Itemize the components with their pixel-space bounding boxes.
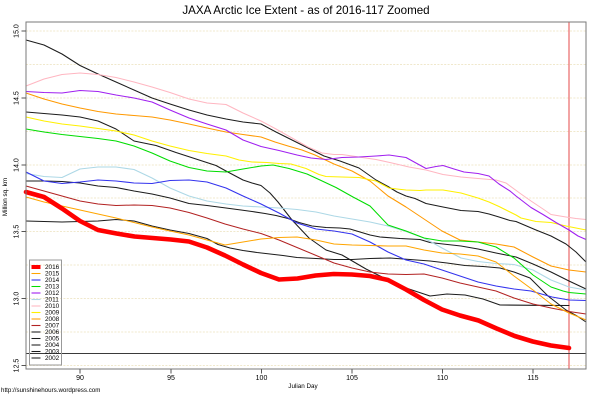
svg-text:105: 105 xyxy=(346,375,358,382)
svg-text:2012: 2012 xyxy=(45,290,60,297)
svg-text:2016: 2016 xyxy=(45,264,60,271)
svg-text:2006: 2006 xyxy=(45,329,60,336)
svg-text:2014: 2014 xyxy=(45,277,60,284)
svg-text:2002: 2002 xyxy=(45,355,60,362)
svg-text:2004: 2004 xyxy=(45,342,60,349)
svg-text:110: 110 xyxy=(437,375,448,382)
svg-text:13.0: 13.0 xyxy=(14,292,21,306)
svg-text:2011: 2011 xyxy=(45,297,59,304)
svg-text:13.5: 13.5 xyxy=(14,225,21,239)
svg-text:15.0: 15.0 xyxy=(14,24,21,38)
svg-text:Julian Day: Julian Day xyxy=(288,383,318,390)
svg-text:115: 115 xyxy=(527,375,538,382)
svg-text:2009: 2009 xyxy=(45,310,60,317)
svg-text:2007: 2007 xyxy=(45,323,60,330)
svg-text:JAXA Arctic Ice Extent - as of: JAXA Arctic Ice Extent - as of 2016-117 … xyxy=(182,4,429,17)
svg-text:http://sunshinehours.wordpress: http://sunshinehours.wordpress.com xyxy=(1,387,100,394)
svg-text:2008: 2008 xyxy=(45,316,60,323)
svg-text:2015: 2015 xyxy=(45,271,60,278)
svg-text:2003: 2003 xyxy=(45,349,60,356)
svg-text:14.0: 14.0 xyxy=(14,158,21,172)
svg-text:95: 95 xyxy=(167,375,175,382)
svg-text:90: 90 xyxy=(76,375,84,382)
svg-text:12.5: 12.5 xyxy=(14,359,21,373)
svg-text:100: 100 xyxy=(256,375,268,382)
svg-text:Million sq. km: Million sq. km xyxy=(2,178,9,216)
svg-text:2010: 2010 xyxy=(45,303,60,310)
svg-text:2005: 2005 xyxy=(45,336,60,343)
svg-text:2013: 2013 xyxy=(45,284,60,291)
svg-text:14.5: 14.5 xyxy=(14,91,21,105)
